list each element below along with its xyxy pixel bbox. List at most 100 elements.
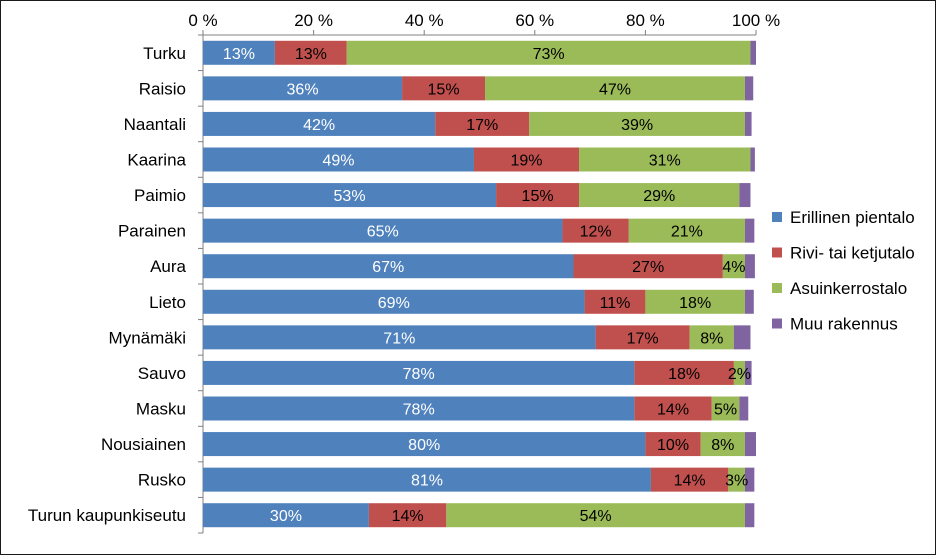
data-label-rivi-tai-ketjutalo-lieto: 11% [600,295,631,312]
bar-rivi-tai-ketjutalo-turku [274,40,347,65]
x-tick-label: 0 % [188,11,217,30]
category-label-aura: Aura [150,257,186,276]
category-label-kaarina: Kaarina [127,151,186,170]
data-label-asuinkerrostalo-rusko: 3% [725,473,748,490]
category-label-paimio: Paimio [134,186,186,205]
data-label-erillinen-pientalo-naantali: 42% [303,117,335,134]
data-label-rivi-tai-ketjutalo-rusko: 14% [674,473,706,490]
bar-muu-rakennus-mynamaki [733,325,751,350]
data-label-asuinkerrostalo-aura: 4% [722,259,745,276]
bar-rivi-tai-ketjutalo-naantali [435,111,530,136]
data-label-erillinen-pientalo-raisio: 36% [287,81,319,98]
x-tick-label: 60 % [515,11,554,30]
bar-muu-rakennus-paimio [739,183,751,208]
x-tick-label: 80 % [626,11,665,30]
bar-asuinkerrostalo-kaarina [579,147,751,172]
data-label-asuinkerrostalo-sauvo: 2% [728,366,751,383]
bar-muu-rakennus-naantali [744,111,752,136]
category-label-lieto: Lieto [149,293,186,312]
bar-asuinkerrostalo-lieto [645,289,745,314]
bar-asuinkerrostalo-naantali [529,111,745,136]
bar-erillinen-pientalo-raisio [203,76,403,101]
data-label-erillinen-pientalo-nousiainen: 80% [408,437,440,454]
legend-swatch-muu-rakennus [772,318,782,329]
x-tick-labels: 0 % 20 % 40 % 60 % 80 % 100 % [188,11,780,30]
bar-rivi-tai-ketjutalo-nousiainen [645,432,701,457]
category-label-mynamaki: Mynämäki [109,328,186,347]
bar-erillinen-pientalo-sauvo [203,360,635,385]
data-label-rivi-tai-ketjutalo-masku: 14% [657,402,689,419]
bar-rivi-tai-ketjutalo-kaarina [473,147,580,172]
data-label-asuinkerrostalo-paimio: 29% [643,188,675,205]
bar-erillinen-pientalo-turku [203,40,275,65]
data-label-erillinen-pientalo-parainen: 65% [367,224,399,241]
bar-erillinen-pientalo-lieto [203,289,585,314]
bar-muu-rakennus-lieto [744,289,754,314]
bar-rivi-tai-ketjutalo-sauvo [634,360,734,385]
bar-muu-rakennus-aura [744,254,755,279]
data-label-asuinkerrostalo-naantali: 39% [621,117,653,134]
data-label-asuinkerrostalo-raisio: 47% [599,81,631,98]
data-label-erillinen-pientalo-mynamaki: 71% [383,330,415,347]
bar-muu-rakennus-masku [739,396,749,421]
bar-erillinen-pientalo-paimio [203,183,497,208]
data-label-rivi-tai-ketjutalo-kaarina: 19% [510,153,542,170]
bar-erillinen-pientalo-nousiainen [203,432,646,457]
bars [203,40,756,528]
data-label-rivi-tai-ketjutalo-parainen: 12% [580,224,612,241]
bar-rivi-tai-ketjutalo-mynamaki [595,325,690,350]
data-label-erillinen-pientalo-paimio: 53% [334,188,366,205]
legend-label-erillinen-pientalo: Erillinen pientalo [790,208,915,227]
category-label-nousiainen: Nousiainen [101,435,186,454]
bar-asuinkerrostalo-paimio [579,183,740,208]
bar-muu-rakennus-raisio [744,76,754,101]
bar-rivi-tai-ketjutalo-rusko [650,467,729,492]
legend-swatch-erillinen-pientalo [772,212,782,222]
bar-erillinen-pientalo-turun-kaupunkiseutu [203,503,369,528]
data-label-asuinkerrostalo-parainen: 21% [671,224,703,241]
category-label-turun-kaupunkiseutu: Turun kaupunkiseutu [28,506,186,525]
category-label-parainen: Parainen [118,222,186,241]
bar-asuinkerrostalo-turun-kaupunkiseutu [446,503,745,528]
category-label-sauvo: Sauvo [138,364,186,383]
bar-muu-rakennus-nousiainen [744,432,756,457]
x-tick-label: 20 % [294,11,333,30]
data-label-asuinkerrostalo-lieto: 18% [679,295,711,312]
data-label-rivi-tai-ketjutalo-paimio: 15% [522,188,554,205]
category-label-masku: Masku [136,400,186,419]
legend-label-rivi-tai-ketjutalo: Rivi- tai ketjutalo [790,244,915,263]
bar-muu-rakennus-parainen [744,218,755,243]
data-label-erillinen-pientalo-turun-kaupunkiseutu: 30% [270,508,302,525]
data-label-asuinkerrostalo-nousiainen: 8% [711,437,734,454]
category-labels: Turku Raisio Naantali Kaarina Paimio Parainen… [28,44,187,525]
bar-rivi-tai-ketjutalo-aura [573,254,723,279]
bar-asuinkerrostalo-rusko [728,467,745,492]
data-label-rivi-tai-ketjutalo-nousiainen: 10% [657,437,689,454]
bar-muu-rakennus-kaarina [750,147,755,172]
bar-erillinen-pientalo-naantali [203,111,436,136]
data-label-rivi-tai-ketjutalo-sauvo: 18% [668,366,700,383]
data-label-erillinen-pientalo-rusko: 81% [411,473,443,490]
bar-erillinen-pientalo-aura [203,254,574,279]
category-label-rusko: Rusko [138,471,186,490]
data-label-rivi-tai-ketjutalo-turku: 13% [295,46,327,63]
bar-asuinkerrostalo-raisio [485,76,745,101]
data-label-rivi-tai-ketjutalo-mynamaki: 17% [627,330,659,347]
data-label-erillinen-pientalo-lieto: 69% [378,295,410,312]
bar-asuinkerrostalo-masku [711,396,740,421]
bar-erillinen-pientalo-mynamaki [203,325,596,350]
data-label-asuinkerrostalo-masku: 5% [714,402,737,419]
bar-muu-rakennus-turun-kaupunkiseutu [744,503,755,528]
data-labels: 13% 13% 73% 36% 15% 47% 42% 17% 39% 49% 19% 31% 53% 1… [223,46,751,525]
data-label-rivi-tai-ketjutalo-aura: 27% [632,259,664,276]
category-label-raisio: Raisio [139,79,186,98]
bar-muu-rakennus-turku [750,40,756,65]
data-label-asuinkerrostalo-turku: 73% [533,46,565,63]
data-label-erillinen-pientalo-masku: 78% [403,402,435,419]
bar-muu-rakennus-sauvo [744,360,752,385]
data-label-rivi-tai-ketjutalo-naantali: 17% [466,117,498,134]
data-label-rivi-tai-ketjutalo-turun-kaupunkiseutu: 14% [392,508,424,525]
bar-rivi-tai-ketjutalo-masku [634,396,712,421]
